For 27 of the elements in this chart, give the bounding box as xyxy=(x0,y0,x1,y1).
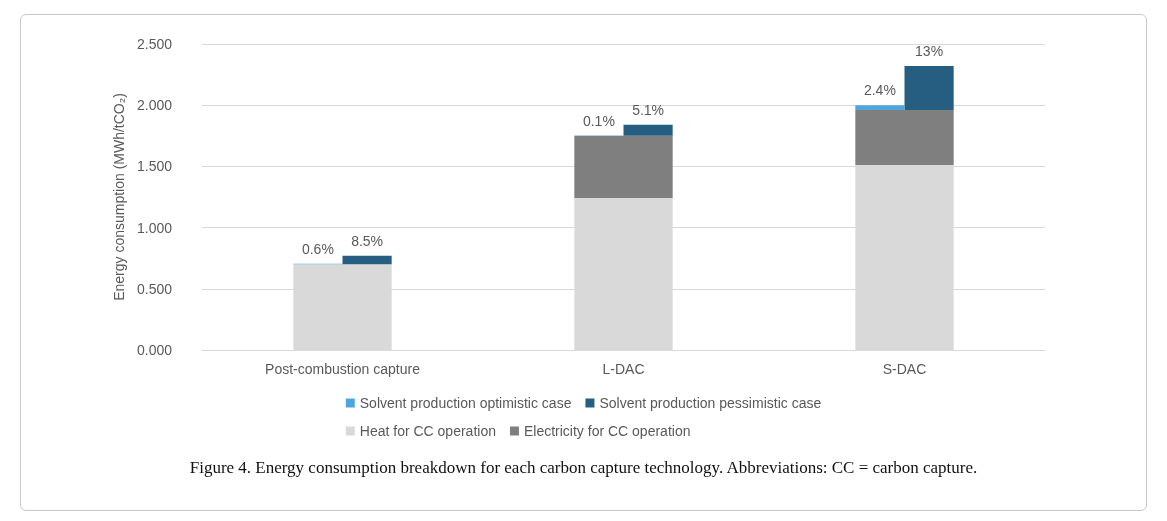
bar xyxy=(342,255,392,265)
legend-label: Electricity for CC operation xyxy=(523,423,691,439)
bar xyxy=(855,110,954,166)
legend-label: Heat for CC operation xyxy=(359,423,496,439)
y-tick-label: 0.000 xyxy=(136,342,173,358)
y-axis-title: Energy consumption (MWh/tCO₂) xyxy=(111,93,128,301)
annotation: 2.4% xyxy=(863,82,896,99)
bar xyxy=(904,66,954,111)
annotation: 8.5% xyxy=(351,232,384,249)
bar xyxy=(574,135,673,199)
legend-label: Solvent production optimistic case xyxy=(359,395,572,411)
annotation: 13% xyxy=(915,43,944,60)
annotation: 5.1% xyxy=(632,101,665,118)
bar xyxy=(623,124,673,136)
bar xyxy=(855,105,905,111)
y-tick-label: 2.500 xyxy=(136,36,173,52)
legend-label: Solvent production pessimistic case xyxy=(599,395,822,411)
annotation: 0.1% xyxy=(582,112,615,129)
x-tick-label: Post-combustion capture xyxy=(265,361,421,377)
x-tick-label: L-DAC xyxy=(602,361,645,377)
y-tick-label: 0.500 xyxy=(136,280,173,297)
y-tick-label: 1.000 xyxy=(136,219,173,236)
x-tick-label: S-DAC xyxy=(882,361,927,377)
caption: Figure 4. Energy consumption breakdown for each carbon capture technology. Abbreviations: CC = carbon capture. xyxy=(188,458,979,478)
y-tick-label: 2.000 xyxy=(136,97,173,114)
annotation: 0.6% xyxy=(301,240,334,257)
y-tick-label: 1.500 xyxy=(136,158,173,175)
